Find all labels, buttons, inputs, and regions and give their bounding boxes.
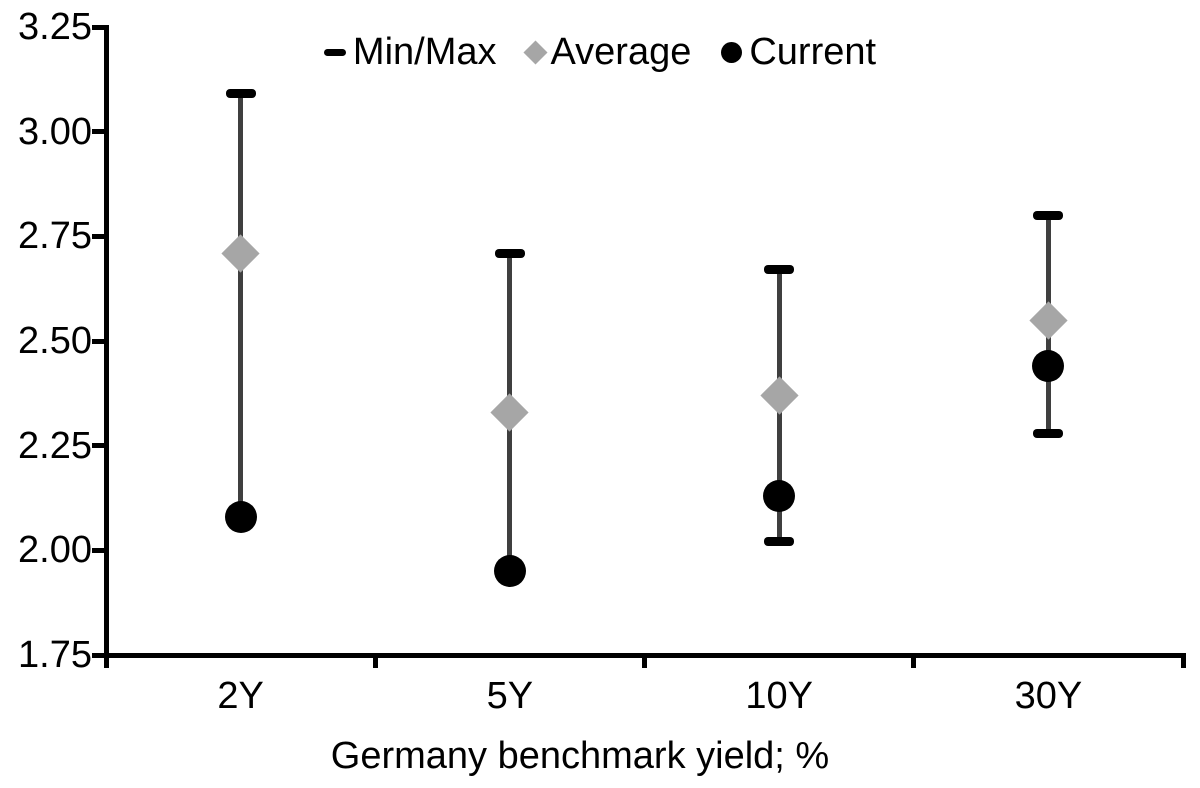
min-cap-10Y — [764, 537, 795, 547]
max-cap-2Y — [225, 89, 256, 99]
legend-label: Current — [749, 31, 877, 73]
y-tick-label: 1.75 — [18, 634, 92, 676]
x-axis-label-2Y: 2Y — [217, 675, 264, 717]
chart-legend: Min/Max Average Current — [0, 29, 1200, 75]
x-axis-label-5Y: 5Y — [486, 675, 534, 717]
current-marker-30Y — [1032, 350, 1065, 383]
max-cap-30Y — [1033, 210, 1064, 220]
y-tick-label: 2.00 — [18, 529, 92, 572]
current-marker-2Y — [224, 500, 257, 533]
max-cap-5Y — [494, 248, 525, 258]
y-tick — [92, 129, 106, 135]
legend-item-min-max: Min/Max — [323, 31, 497, 73]
x-axis-label-30Y: 30Y — [1014, 675, 1083, 717]
x-tick — [372, 655, 378, 668]
legend-label: Average — [550, 31, 692, 73]
current-marker-10Y — [763, 479, 796, 512]
y-tick-label: 3.25 — [18, 6, 92, 48]
x-axis-title: Germany benchmark yield; % — [330, 735, 830, 777]
average-marker-2Y — [221, 233, 260, 273]
y-tick-label: 3.00 — [18, 110, 92, 153]
x-tick — [1180, 655, 1186, 668]
average-marker-10Y — [760, 376, 799, 415]
range-line-2Y — [238, 93, 244, 517]
x-tick — [642, 655, 647, 668]
max-cap-10Y — [764, 265, 795, 275]
legend-item-average: Average — [522, 31, 692, 73]
y-axis-line — [103, 24, 109, 658]
x-tick — [911, 655, 917, 668]
diamond-legend-icon — [522, 39, 548, 65]
legend-label: Min/Max — [352, 31, 497, 73]
dash-legend-icon — [323, 48, 346, 56]
y-tick-label: 2.50 — [18, 320, 92, 362]
y-tick — [92, 233, 106, 239]
y-tick — [92, 24, 106, 30]
legend-item-current: Current — [721, 33, 876, 71]
y-tick — [92, 443, 106, 449]
y-tick — [92, 547, 106, 553]
y-tick — [92, 652, 106, 658]
min-cap-30Y — [1033, 428, 1064, 438]
y-tick — [92, 338, 106, 344]
y-tick-label: 2.75 — [18, 215, 92, 258]
current-marker-5Y — [493, 555, 526, 588]
average-marker-30Y — [1029, 300, 1068, 340]
x-tick — [103, 655, 109, 668]
circle-legend-icon — [721, 41, 743, 63]
average-marker-5Y — [490, 393, 529, 432]
x-axis-label-10Y: 10Y — [745, 675, 813, 717]
y-tick-label: 2.25 — [18, 424, 92, 467]
